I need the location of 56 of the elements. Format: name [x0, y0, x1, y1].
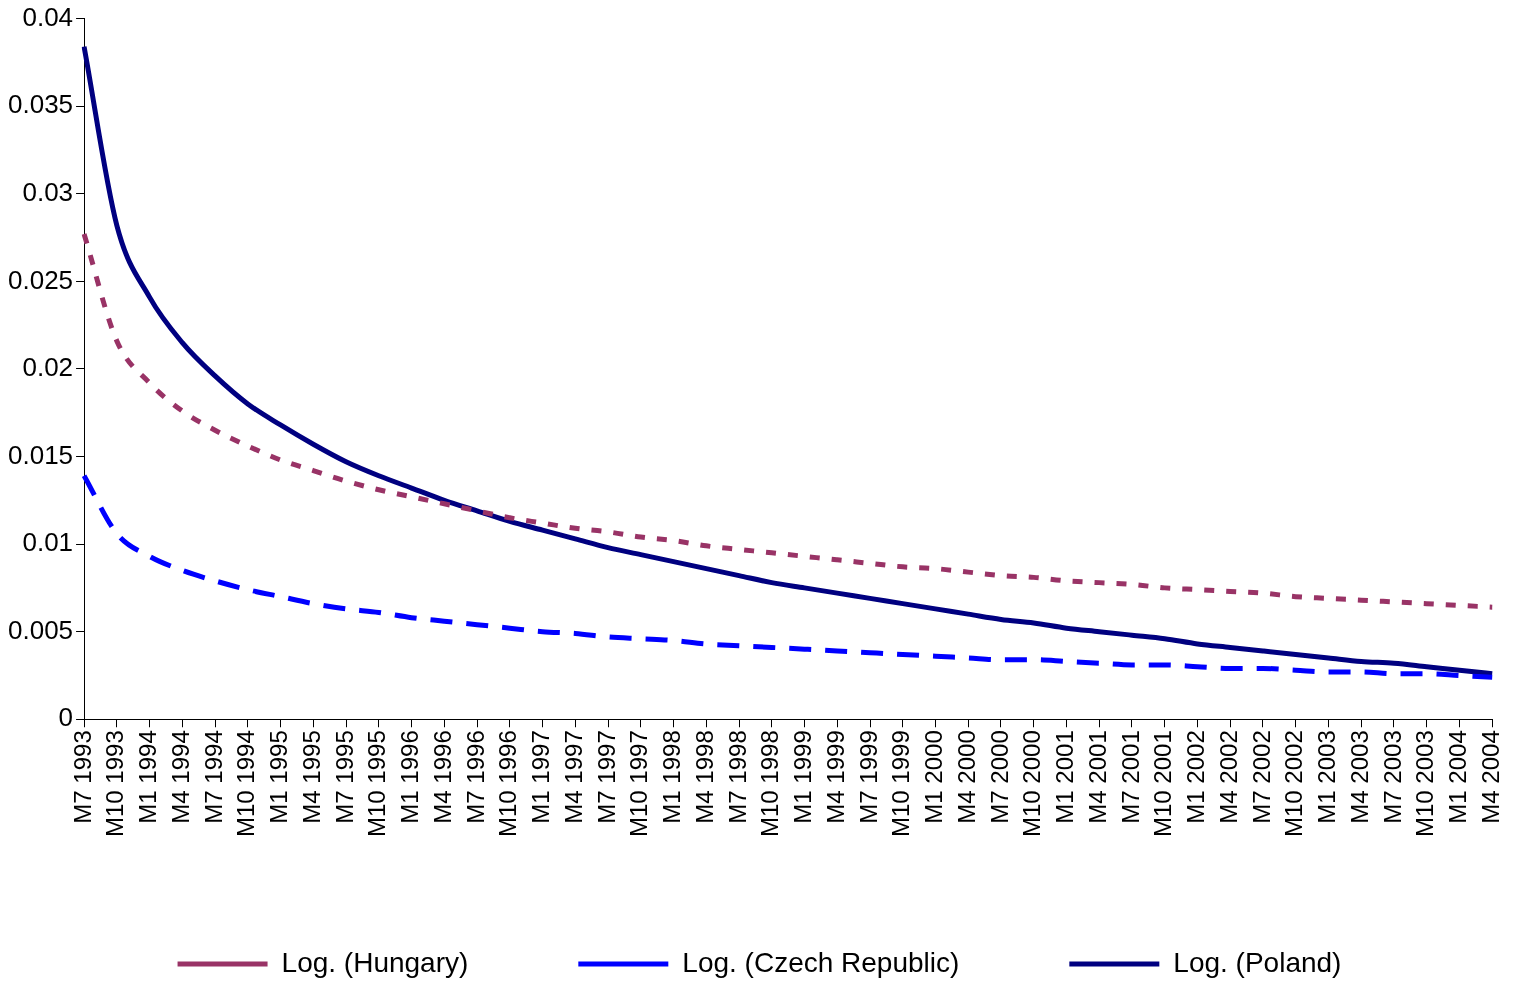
- x-tick-label: M4 2000: [952, 730, 980, 824]
- x-tick-label: M7 1993: [68, 730, 96, 824]
- x-tick-label: M1 2004: [1444, 730, 1472, 824]
- x-tick-label: M10 1994: [232, 730, 260, 837]
- x-tick-label: M4 1998: [690, 730, 718, 824]
- legend-label: Log. (Poland): [1173, 946, 1342, 978]
- x-tick-label: M1 2002: [1182, 730, 1210, 824]
- x-tick-label: M7 1999: [854, 730, 882, 824]
- y-tick-label: 0.04: [22, 1, 74, 32]
- x-tick-label: M10 1996: [494, 730, 522, 837]
- x-tick-label: M7 1994: [199, 730, 227, 824]
- y-tick-label: 0: [58, 702, 74, 733]
- x-tick-label: M7 1995: [330, 730, 358, 824]
- x-tick-label: M1 2001: [1051, 730, 1079, 824]
- x-tick-label: M10 1997: [625, 730, 653, 837]
- y-tick-label: 0.025: [7, 264, 74, 295]
- x-tick-label: M1 1998: [658, 730, 686, 824]
- x-tick-label: M7 2000: [985, 730, 1013, 824]
- x-tick-label: M4 1995: [297, 730, 325, 824]
- x-tick-label: M1 1994: [134, 730, 162, 824]
- x-tick-label: M7 2002: [1247, 730, 1275, 824]
- x-tick-label: M1 1997: [527, 730, 555, 824]
- x-tick-label: M10 2000: [1018, 730, 1046, 837]
- x-tick-label: M4 2003: [1345, 730, 1373, 824]
- y-tick-label: 0.01: [22, 527, 74, 558]
- x-tick-label: M7 1996: [461, 730, 489, 824]
- x-tick-label: M1 1999: [789, 730, 817, 824]
- x-tick-label: M1 1996: [396, 730, 424, 824]
- y-tick-label: 0.02: [22, 352, 74, 383]
- x-tick-label: M4 2002: [1214, 730, 1242, 824]
- x-tick-label: M10 1995: [363, 730, 391, 837]
- x-tick-label: M10 1993: [101, 730, 129, 837]
- x-tick-label: M10 2001: [1149, 730, 1177, 837]
- x-tick-label: M10 1999: [887, 730, 915, 837]
- x-tick-label: M7 2003: [1378, 730, 1406, 824]
- y-tick-label: 0.03: [22, 176, 74, 207]
- y-tick-label: 0.035: [7, 89, 74, 120]
- x-tick-label: M1 2000: [920, 730, 948, 824]
- y-tick-label: 0.015: [7, 439, 74, 470]
- x-tick-label: M7 1998: [723, 730, 751, 824]
- legend-label: Log. (Hungary): [281, 946, 469, 978]
- x-tick-label: M4 2001: [1083, 730, 1111, 824]
- x-tick-label: M10 2002: [1280, 730, 1308, 837]
- x-tick-label: M4 1999: [821, 730, 849, 824]
- x-tick-label: M4 1997: [559, 730, 587, 824]
- legend-label: Log. (Czech Republic): [682, 946, 960, 978]
- x-tick-label: M7 2001: [1116, 730, 1144, 824]
- x-tick-label: M1 1995: [265, 730, 293, 824]
- x-tick-label: M10 2003: [1411, 730, 1439, 837]
- x-tick-label: M1 2003: [1313, 730, 1341, 824]
- x-tick-label: M7 1997: [592, 730, 620, 824]
- x-tick-label: M4 1994: [166, 730, 194, 824]
- x-tick-label: M10 1998: [756, 730, 784, 837]
- x-tick-label: M4 2004: [1476, 730, 1504, 824]
- y-tick-label: 0.005: [7, 614, 74, 645]
- x-tick-label: M4 1996: [428, 730, 456, 824]
